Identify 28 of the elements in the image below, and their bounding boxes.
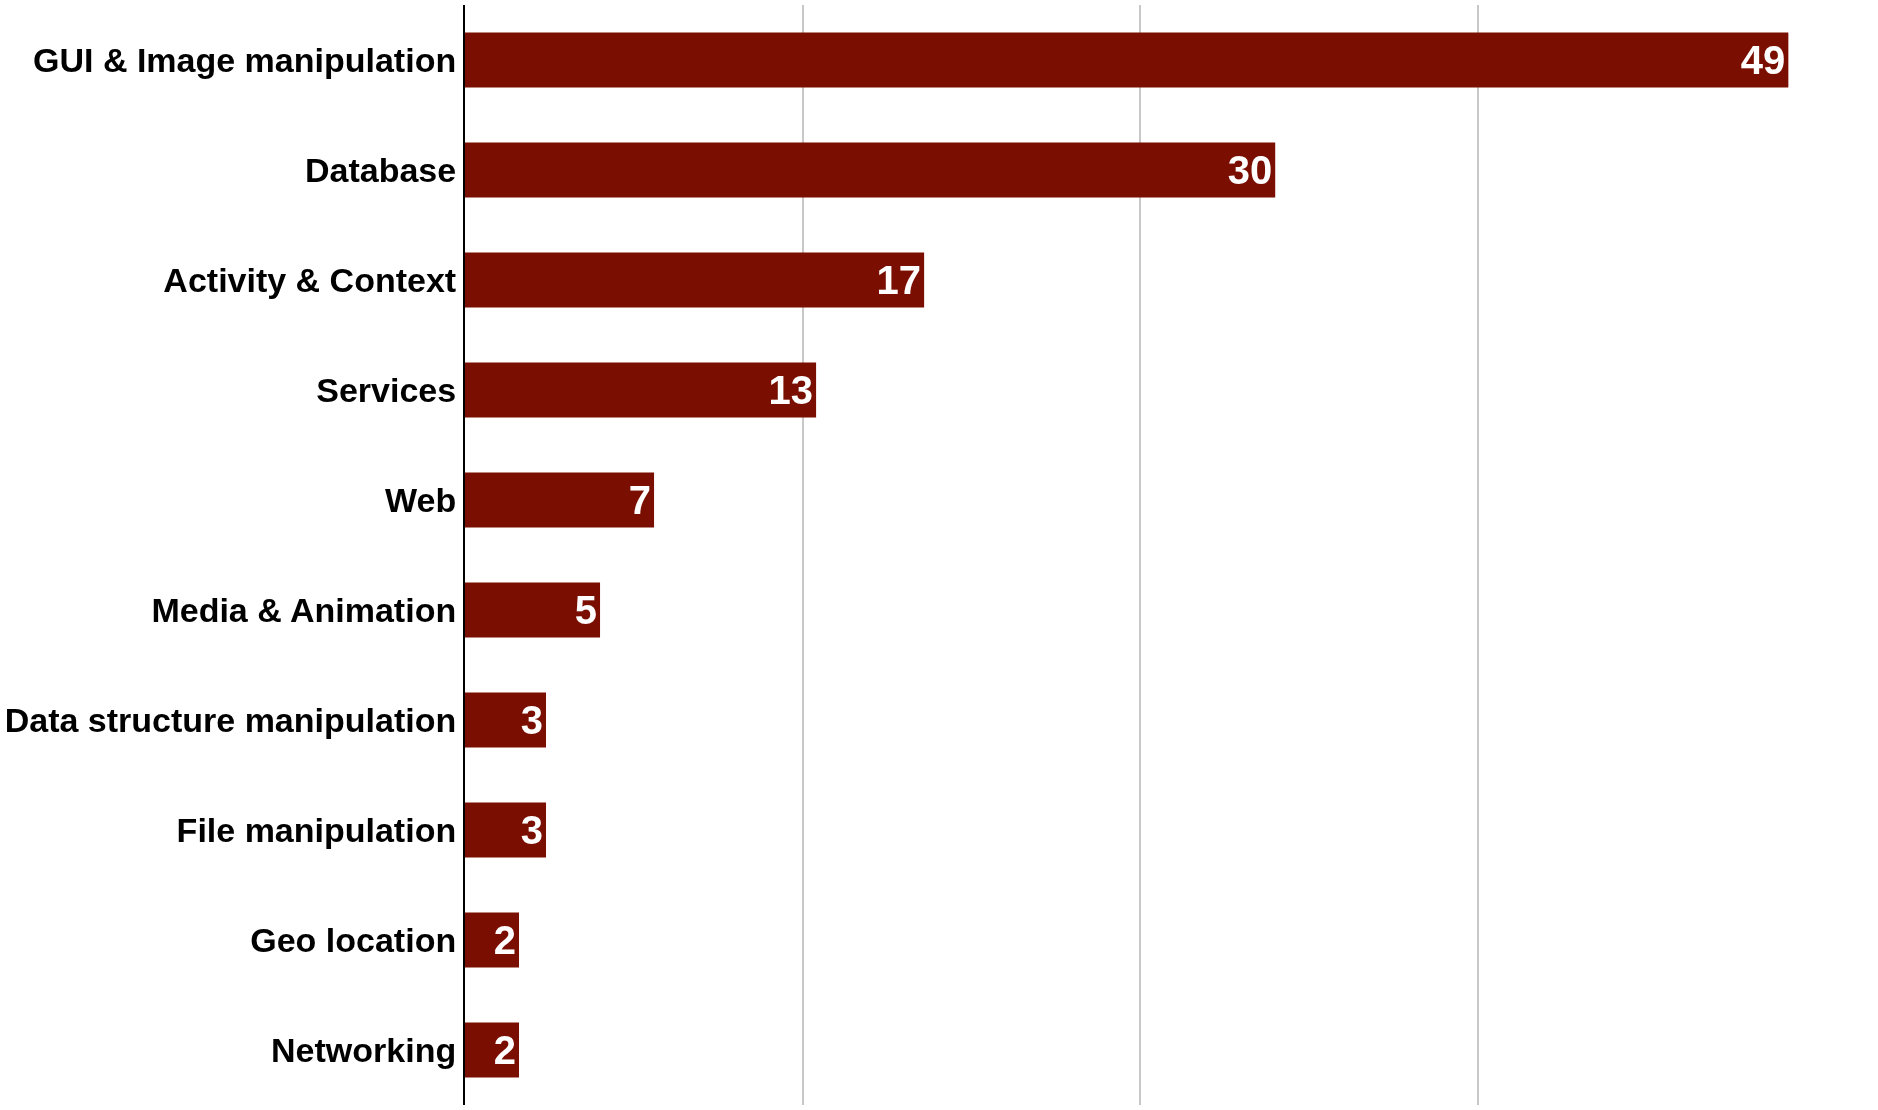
data-label: 17 [876, 258, 922, 302]
data-label: 30 [1227, 148, 1273, 192]
data-label: 13 [768, 368, 814, 412]
y-tick-label: Geo location [250, 920, 457, 959]
bar [465, 692, 547, 748]
bar [465, 142, 1276, 198]
y-tick-label: File manipulation [176, 810, 457, 849]
y-tick-label: Data structure manipulation [4, 700, 457, 739]
data-label: 2 [493, 918, 517, 962]
bar [465, 32, 1789, 88]
y-tick-label: Activity & Context [163, 260, 457, 299]
data-label: 7 [628, 478, 652, 522]
data-label: 2 [493, 1028, 517, 1072]
bar [465, 802, 547, 858]
y-tick-label: GUI & Image manipulation [33, 40, 457, 79]
bar [465, 252, 925, 308]
bar [465, 472, 655, 528]
y-tick-label: Networking [271, 1030, 457, 1069]
data-label: 49 [1740, 38, 1786, 82]
data-label: 5 [574, 588, 598, 632]
y-tick-label: Services [316, 370, 457, 409]
bar [465, 582, 601, 638]
data-label: 3 [520, 808, 544, 852]
data-label: 3 [520, 698, 544, 742]
y-tick-label: Media & Animation [151, 590, 457, 629]
y-tick-label: Web [385, 480, 457, 519]
bar [465, 362, 817, 418]
y-tick-label: Database [305, 150, 457, 189]
